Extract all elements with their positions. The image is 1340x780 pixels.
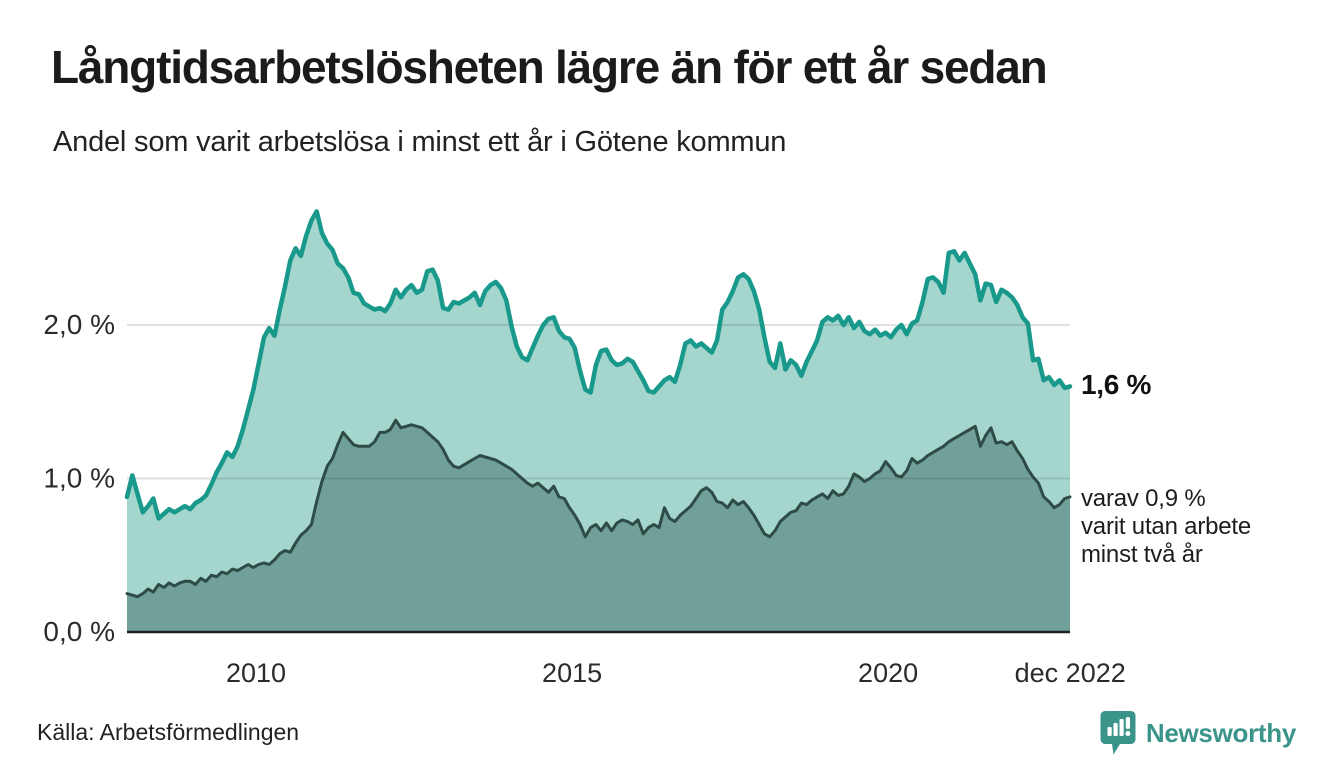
y-tick-label: 0,0 % bbox=[43, 616, 115, 647]
brand-logo: Newsworthy bbox=[1100, 708, 1296, 758]
x-tick-label: 2020 bbox=[858, 658, 918, 688]
line-series-0 bbox=[124, 209, 1073, 521]
line-series-1 bbox=[125, 418, 1072, 599]
y-tick-label: 1,0 % bbox=[43, 463, 115, 494]
brand-name: Newsworthy bbox=[1145, 717, 1296, 748]
bar-1 bbox=[1107, 727, 1112, 736]
bar-3 bbox=[1119, 719, 1124, 736]
area-series-1 bbox=[127, 420, 1070, 632]
x-tick-label: 2015 bbox=[542, 658, 602, 688]
newsworthy-icon bbox=[1100, 711, 1136, 755]
x-tick-label: dec 2022 bbox=[1015, 658, 1126, 688]
annotation-total-end: 1,6 % bbox=[1081, 369, 1152, 400]
x-tick-label: 2010 bbox=[226, 658, 286, 688]
source-credit: Källa: Arbetsförmedlingen bbox=[37, 719, 300, 745]
page-subtitle: Andel som varit arbetslösa i minst ett å… bbox=[53, 126, 787, 158]
page-title: Långtidsarbetslösheten lägre än för ett … bbox=[51, 41, 1048, 93]
bar-2 bbox=[1113, 723, 1118, 736]
y-tick-label: 2,0 % bbox=[43, 309, 115, 340]
exclamation-dot bbox=[1125, 731, 1131, 736]
exclamation-stem bbox=[1125, 717, 1130, 729]
annotation-subset-end: varav 0,9 % varit utan arbete minst två … bbox=[1081, 485, 1252, 568]
